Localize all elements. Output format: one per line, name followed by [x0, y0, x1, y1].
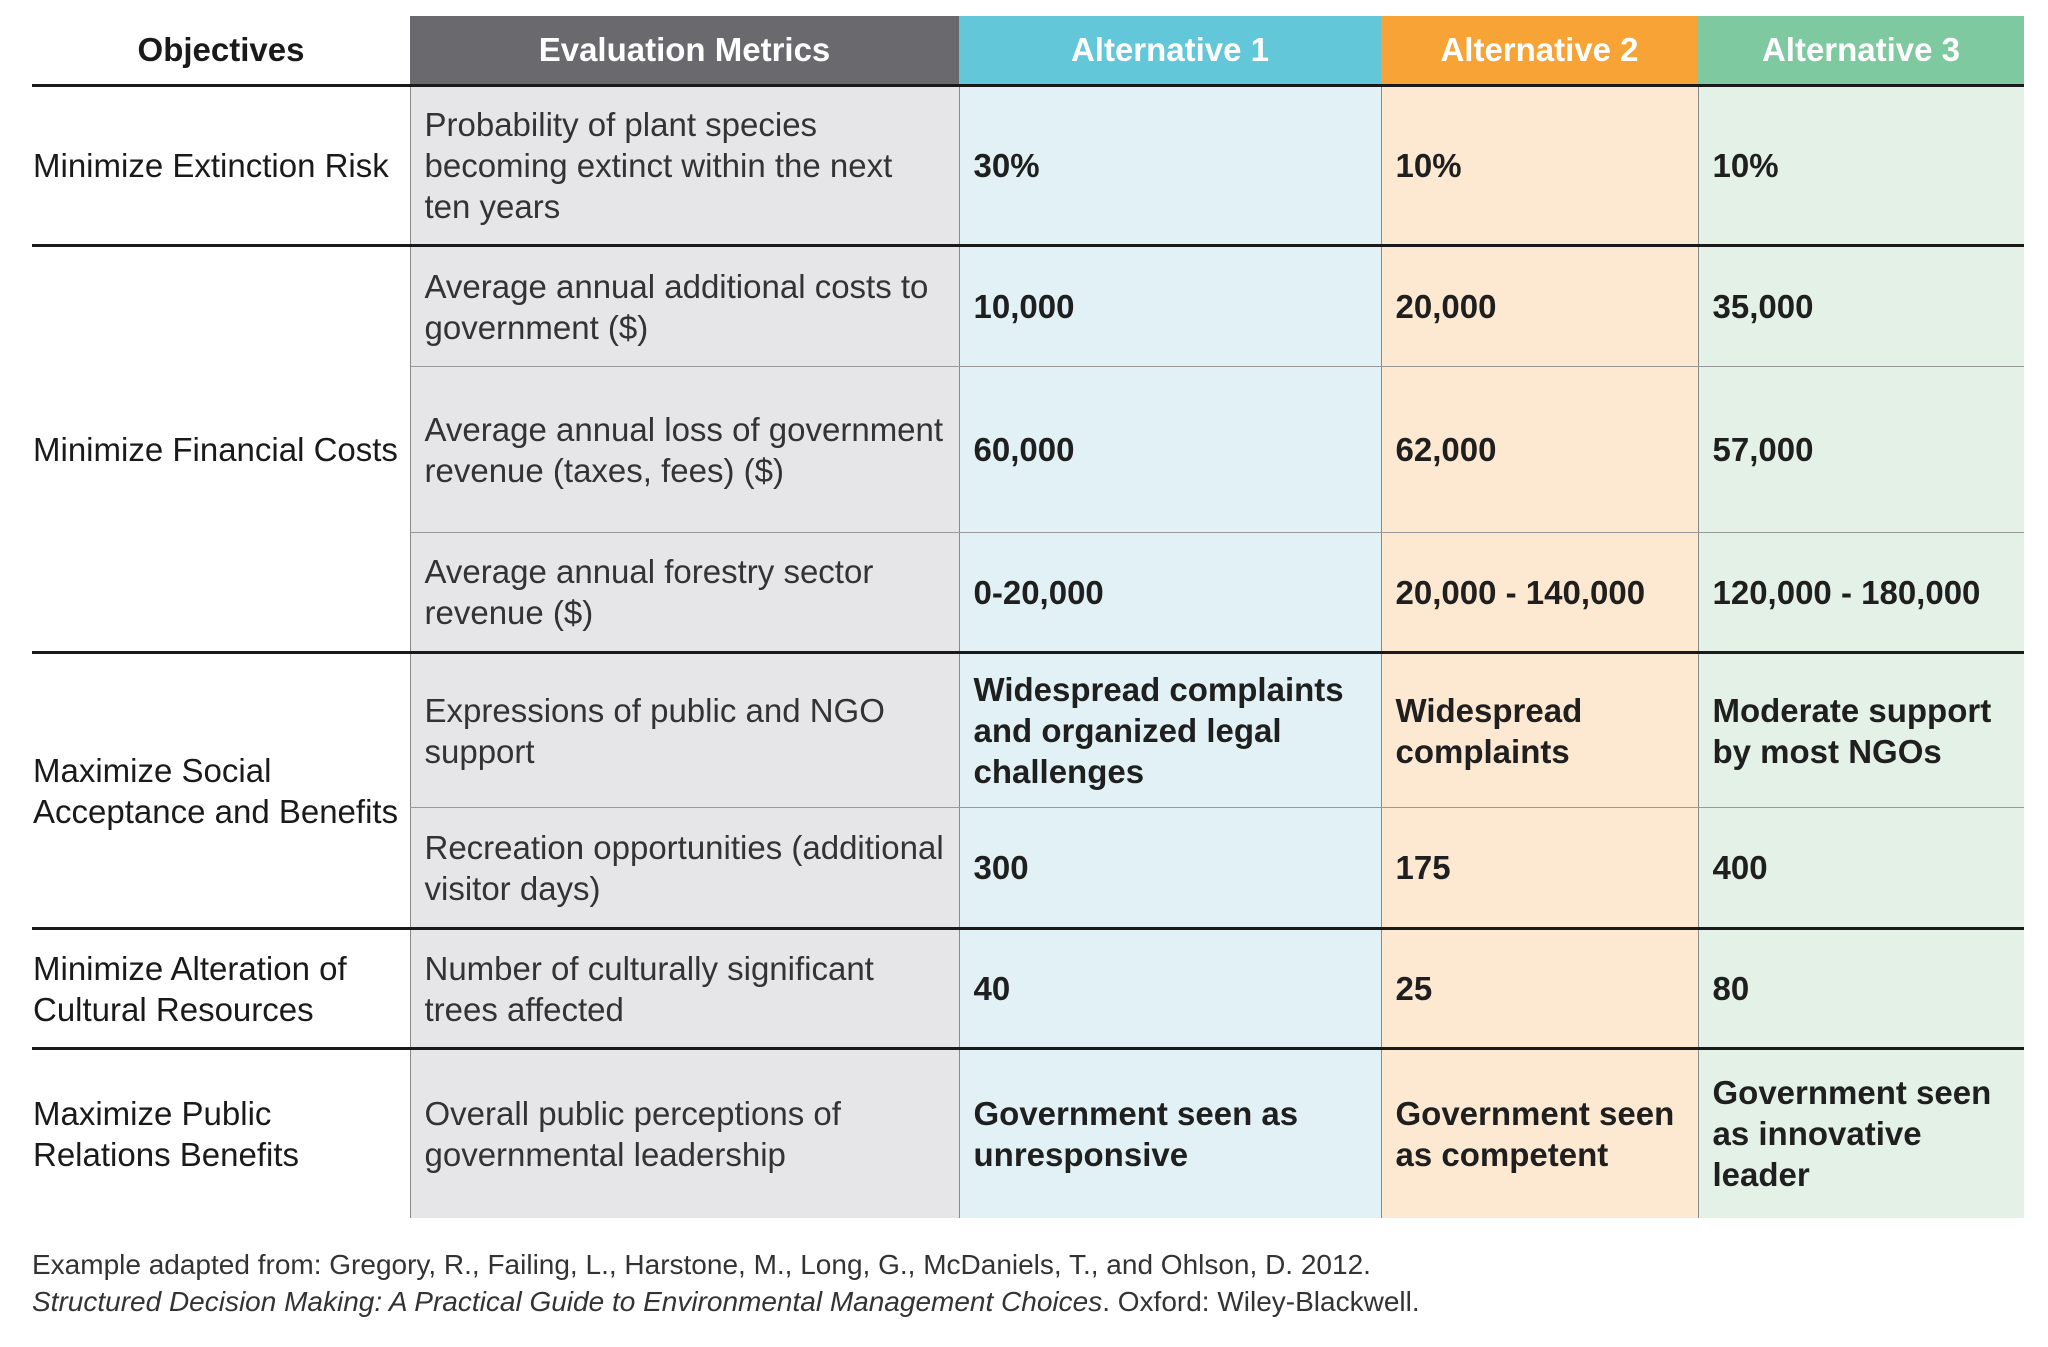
alternative-2-cell: Government seen as competent	[1381, 1048, 1699, 1218]
objective-cell: Minimize Extinction Risk	[32, 85, 410, 247]
alternative-3-cell: 80	[1698, 928, 2024, 1050]
alternative-1-cell: 60,000	[959, 366, 1382, 533]
metric-cell: Overall public perceptions of government…	[409, 1048, 960, 1218]
alternative-3-cell: 57,000	[1698, 366, 2024, 533]
metric-cell: Probability of plant species becoming ex…	[409, 85, 960, 247]
table-row: Average annual loss of government revenu…	[32, 366, 2024, 533]
metric-cell: Expressions of public and NGO support	[409, 652, 960, 808]
alternative-1-cell: 40	[959, 928, 1382, 1050]
caption-publisher: . Oxford: Wiley-Blackwell.	[1102, 1286, 1420, 1317]
metric-cell: Recreation opportunities (additional vis…	[409, 807, 960, 930]
alternative-3-cell: Government seen as innovative leader	[1698, 1048, 2024, 1218]
evaluation-metrics-header: Evaluation Metrics	[410, 16, 959, 87]
table-row: Maximize Public Relations Benefits Overa…	[32, 1048, 2024, 1218]
alternative-1-cell: 30%	[959, 85, 1382, 247]
objective-cell: Maximize Social Acceptance and Benefits	[32, 652, 410, 930]
alternative-2-cell: 62,000	[1381, 366, 1699, 533]
alternative-2-cell: 20,000 - 140,000	[1381, 532, 1699, 654]
alternative-3-cell: 10%	[1698, 85, 2024, 247]
alternative-2-cell: 25	[1381, 928, 1699, 1050]
objective-cell: Minimize Financial Costs	[32, 245, 410, 654]
table-row: Minimize Financial Costs Average annual …	[32, 245, 2024, 654]
alternative-2-cell: 20,000	[1381, 245, 1699, 367]
objectives-header: Objectives	[32, 16, 410, 87]
caption-book-line: Structured Decision Making: A Practical …	[32, 1283, 1420, 1320]
metric-cell: Average annual loss of government revenu…	[409, 366, 960, 533]
alternative-1-header: Alternative 1	[959, 16, 1381, 87]
alternative-2-header: Alternative 2	[1381, 16, 1698, 87]
table-row: Minimize Alteration of Cultural Resource…	[32, 928, 2024, 1050]
alternative-2-cell: Widespread complaints	[1381, 652, 1699, 808]
table-row: Recreation opportunities (additional vis…	[32, 807, 2024, 930]
source-caption: Example adapted from: Gregory, R., Faili…	[32, 1246, 1420, 1320]
table-row: Average annual forestry sector revenue (…	[32, 532, 2024, 654]
consequence-table: Objectives Evaluation Metrics Alternativ…	[32, 16, 2024, 1218]
alternative-1-cell: 300	[959, 807, 1382, 930]
metric-cell: Number of culturally significant trees a…	[409, 928, 960, 1050]
caption-book-title: Structured Decision Making: A Practical …	[32, 1286, 1103, 1317]
alternative-3-cell: 400	[1698, 807, 2024, 930]
alternative-1-cell: Government seen as unresponsive	[959, 1048, 1382, 1218]
alternative-1-cell: 0-20,000	[959, 532, 1382, 654]
objective-cell: Minimize Alteration of Cultural Resource…	[32, 928, 410, 1050]
table-row: Minimize Extinction Risk Probability of …	[32, 85, 2024, 247]
alternative-3-cell: 35,000	[1698, 245, 2024, 367]
evaluation-table-container: Objectives Evaluation Metrics Alternativ…	[32, 16, 2024, 1218]
alternative-1-cell: Widespread complaints and organized lega…	[959, 652, 1382, 808]
alternative-3-cell: 120,000 - 180,000	[1698, 532, 2024, 654]
header-row: Objectives Evaluation Metrics Alternativ…	[32, 16, 2024, 87]
caption-citation-line: Example adapted from: Gregory, R., Faili…	[32, 1249, 1371, 1280]
table-row: Maximize Social Acceptance and Benefits …	[32, 652, 2024, 930]
alternative-3-cell: Moderate support by most NGOs	[1698, 652, 2024, 808]
metric-cell: Average annual additional costs to gover…	[409, 245, 960, 367]
metric-cell: Average annual forestry sector revenue (…	[409, 532, 960, 654]
alternative-2-cell: 10%	[1381, 85, 1699, 247]
objective-cell: Maximize Public Relations Benefits	[32, 1048, 410, 1218]
alternative-3-header: Alternative 3	[1698, 16, 2024, 87]
alternative-1-cell: 10,000	[959, 245, 1382, 367]
alternative-2-cell: 175	[1381, 807, 1699, 930]
